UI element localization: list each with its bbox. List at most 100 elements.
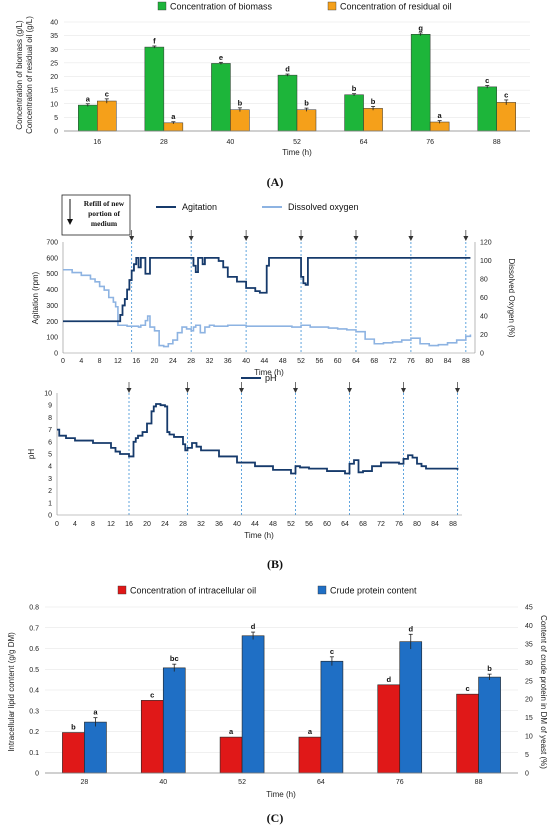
y-tick-label: 0.1 [29,750,39,757]
y-tick-label: 0.8 [29,605,39,612]
x-tick-label: 28 [160,139,168,146]
significance-letter: c [150,690,154,699]
panel-a-xlabel: Time (h) [282,148,312,157]
bar-concentration-of-intracellular-oil [298,736,322,774]
refill-arrow-icon [298,236,304,241]
bar-concentration-of-intracellular-oil [140,700,164,774]
refill-arrow-icon [185,388,190,393]
bar-concentration-of-biomass [410,34,431,132]
significance-letter: a [308,727,313,736]
panel-c-legend: Concentration of intracellular oil Crude… [117,586,417,596]
bar-crude-protein-content [241,635,265,774]
y-tick-label: 500 [46,271,58,278]
y-tick-label: 25 [50,60,58,67]
y-tick-label: 30 [50,47,58,54]
significance-letter: bc [170,654,179,663]
significance-letter: c [504,90,508,99]
x-tick-label: 28 [187,358,195,365]
panel-a-legend: Concentration of biomass Concentration o… [157,1,452,12]
panel-b-process-chart: Refill of new portion of medium Agitatio… [27,194,516,571]
y-tick-label: 9 [48,403,52,410]
y-tick-label: 35 [50,33,58,40]
significance-letter: b [238,98,243,107]
x-tick-label: 88 [475,779,483,786]
legend-swatch-biomass [157,1,167,11]
x-tick-label: 0 [61,358,65,365]
x-tick-label: 72 [389,358,397,365]
y-right-tick-label: 40 [480,314,488,321]
x-tick-label: 16 [132,358,140,365]
bar-crude-protein-content [320,660,344,774]
x-tick-label: 80 [413,521,421,528]
bar-concentration-of-residual-oil [296,109,317,132]
y-tick-label: 6 [48,439,52,446]
y-tick-label: 0.2 [29,729,39,736]
x-tick-label: 0 [55,521,59,528]
x-tick-label: 40 [159,779,167,786]
significance-letter: c [330,647,334,656]
x-tick-label: 68 [370,358,378,365]
x-tick-label: 84 [431,521,439,528]
bar-crude-protein-content [399,641,423,774]
bar-concentration-of-residual-oil [230,109,250,132]
y-tick-label: 8 [48,415,52,422]
panel-c-ylabel: Intracellular lipid content (g/g DM) [7,632,16,752]
y-tick-label: 400 [46,287,58,294]
bar-concentration-of-biomass [78,104,98,132]
significance-letter: a [171,112,176,121]
legend-label-agitation: Agitation [182,202,217,212]
x-tick-label: 40 [242,358,250,365]
refill-arrow-icon [353,236,359,241]
bar-concentration-of-biomass [277,74,298,132]
panel-a-ylabel-line2: Concentration of residual oil (g/L) [25,16,34,134]
panel-b-bottom-legend: pH [241,373,277,383]
refill-arrow-icon [463,236,469,241]
agitation-line [63,256,471,323]
x-tick-label: 88 [493,139,501,146]
x-tick-label: 4 [79,358,83,365]
significance-letter: g [418,23,423,32]
y-tick-label: 3 [48,476,52,483]
refill-arrow-icon [408,236,414,241]
y-right-tick-label: 10 [525,734,533,741]
y-right-tick-label: 45 [525,605,533,612]
significance-letter: d [251,622,256,631]
significance-letter: d [285,65,290,74]
legend-label-residual-oil: Concentration of residual oil [340,2,452,12]
bar-concentration-of-intracellular-oil [219,736,243,774]
x-tick-label: 72 [377,521,385,528]
x-tick-label: 44 [251,521,259,528]
x-tick-label: 76 [426,139,434,146]
x-tick-label: 44 [261,358,269,365]
bar-concentration-of-biomass [344,94,364,132]
bar-crude-protein-content [478,676,501,774]
x-tick-label: 52 [287,521,295,528]
significance-letter: a [229,727,234,736]
panel-c-label: (C) [267,811,284,825]
legend-label-biomass: Concentration of biomass [170,2,273,12]
panel-b-top-xlabel: Time (h) [254,368,284,377]
refill-note-line3: medium [91,219,118,228]
x-tick-label: 16 [125,521,133,528]
significance-letter: a [86,94,91,103]
y-tick-label: 1 [48,500,52,507]
significance-letter: c [465,684,469,693]
significance-letter: d [386,675,391,684]
x-tick-label: 76 [396,779,404,786]
x-tick-label: 76 [407,358,415,365]
x-tick-label: 36 [224,358,232,365]
significance-letter: b [304,99,309,108]
y-tick-label: 10 [44,391,52,398]
legend-swatch-residual-oil [327,1,337,11]
y-tick-label: 15 [50,88,58,95]
y-tick-label: 0.4 [29,688,39,695]
x-tick-label: 48 [269,521,277,528]
refill-arrow-icon [243,236,249,241]
panel-b-top-legend: Agitation Dissolved oxygen [156,202,359,212]
y-tick-label: 20 [50,74,58,81]
significance-letter: b [352,84,357,93]
panel-c-xlabel: Time (h) [266,790,296,799]
refill-arrow-icon [347,388,352,393]
refill-note-line2: portion of [88,209,120,218]
